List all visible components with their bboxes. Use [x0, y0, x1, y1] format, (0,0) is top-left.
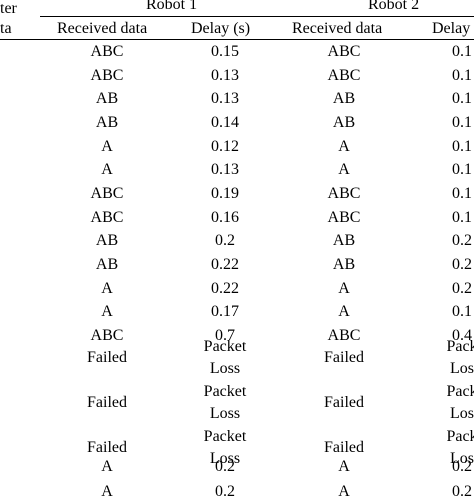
table-cell-delay: 0.1 — [452, 185, 472, 202]
table-cell-delay: 0.1 — [452, 90, 472, 107]
table-cell-received-data: AB — [95, 90, 119, 107]
table-cell-delay: 0.1 — [452, 43, 472, 60]
table-cell-delay: Packet — [203, 338, 247, 355]
header-bottom-rule — [0, 39, 474, 40]
table-cell-delay: 0.2 — [215, 483, 235, 500]
table-cell-delay: Los — [450, 450, 474, 467]
table-cell-received-data: A — [338, 303, 350, 320]
table-cell-delay: 0.1 — [452, 138, 472, 155]
table-cell-received-data: AB — [95, 232, 119, 249]
table-cell-received-data: Failed — [324, 394, 364, 411]
table-cell-received-data: Failed — [324, 439, 364, 456]
table-cell-received-data: A — [101, 303, 113, 320]
table-cell-received-data: ABC — [327, 43, 361, 60]
table-cell-delay: 0.2 — [215, 458, 235, 475]
column-header-delay-r1: Delay (s) — [191, 20, 251, 37]
table-cell-delay: Pack — [446, 383, 474, 400]
table-cell-received-data: ABC — [327, 209, 361, 226]
table-cell-delay: 0.13 — [211, 67, 239, 84]
table-cell-delay: 0.1 — [452, 67, 472, 84]
table-cell-received-data: A — [101, 458, 113, 475]
table-cell-received-data: ABC — [327, 67, 361, 84]
table-cell-delay: 0.2 — [452, 483, 472, 500]
table-cell-received-data: A — [338, 458, 350, 475]
table-cell-received-data: A — [338, 138, 350, 155]
table-cell-delay: Packet — [203, 428, 247, 445]
table-cell-received-data: AB — [95, 256, 119, 273]
table-cell-delay: Packet — [203, 383, 247, 400]
table-cell-delay: 0.16 — [211, 209, 239, 226]
column-header-received-data-r1: Received data — [57, 20, 148, 37]
table-cell-delay: 0.13 — [211, 161, 239, 178]
header-mid-rule — [40, 16, 474, 17]
table-cell-delay: Los — [450, 405, 474, 422]
table-cell-delay: 0.22 — [211, 256, 239, 273]
table-cell-received-data: ABC — [90, 327, 124, 344]
table-cell-delay: 0.17 — [211, 303, 239, 320]
table-cell-delay: 0.1 — [452, 209, 472, 226]
column-header-partial-bottom: ta — [0, 20, 12, 37]
table-cell-received-data: A — [338, 483, 350, 500]
table-cell-received-data: ABC — [90, 185, 124, 202]
table-cell-received-data: A — [338, 161, 350, 178]
table-cell-received-data: A — [101, 138, 113, 155]
table-cell-received-data: ABC — [327, 327, 361, 344]
table-cell-received-data: AB — [95, 114, 119, 131]
column-header-robot2: Robot 2 — [368, 0, 420, 13]
table-cell-delay: 0.2 — [452, 280, 472, 297]
table-cell-delay: Pack — [446, 428, 474, 445]
table-cell-delay: 0.22 — [211, 280, 239, 297]
table-cell-delay: 0.2 — [452, 458, 472, 475]
table-cell-delay: 0.15 — [211, 43, 239, 60]
table-cell-delay: 0.12 — [211, 138, 239, 155]
table-cell-delay: 0.4 — [452, 327, 472, 344]
column-header-delay-r2: Delay — [432, 20, 471, 37]
table-cell-delay: Loss — [209, 450, 241, 467]
table-cell-delay: 0.19 — [211, 185, 239, 202]
table-cell-delay: 0.7 — [215, 327, 235, 344]
table-cell-delay: 0.1 — [452, 161, 472, 178]
table-cell-delay: 0.14 — [211, 114, 239, 131]
column-header-robot1: Robot 1 — [146, 0, 198, 13]
table-cell-received-data: A — [101, 161, 113, 178]
table-cell-received-data: Failed — [324, 349, 364, 366]
table-cell-received-data: Failed — [87, 439, 127, 456]
table-cell-received-data: Failed — [87, 349, 127, 366]
table-cell-delay: 0.2 — [452, 232, 472, 249]
table-cell-received-data: A — [338, 280, 350, 297]
table-cell-received-data: A — [101, 280, 113, 297]
table-cell-delay: 0.2 — [215, 232, 235, 249]
table-cell-received-data: ABC — [327, 185, 361, 202]
table-cell-received-data: ABC — [90, 67, 124, 84]
table-cell-delay: Los — [450, 360, 474, 377]
table-cell-delay: 0.13 — [211, 90, 239, 107]
table-cell-delay: Loss — [209, 405, 241, 422]
table-cell-received-data: AB — [332, 232, 356, 249]
table-cell-received-data: Failed — [87, 394, 127, 411]
table-cell-delay: 0.1 — [452, 114, 472, 131]
column-header-partial-top: ter — [0, 0, 17, 17]
table-cell-delay: 0.1 — [452, 303, 472, 320]
column-header-received-data-r2: Received data — [292, 20, 383, 37]
table-cell-received-data: AB — [332, 256, 356, 273]
table-cell-delay: 0.2 — [452, 256, 472, 273]
table-cell-received-data: AB — [332, 90, 356, 107]
table-cell-received-data: ABC — [90, 209, 124, 226]
table-cell-received-data: AB — [332, 114, 356, 131]
table-cell-received-data: A — [101, 483, 113, 500]
table-cell-delay: Loss — [209, 360, 241, 377]
table-cell-received-data: ABC — [90, 43, 124, 60]
table-cell-delay: Pack — [446, 338, 474, 355]
